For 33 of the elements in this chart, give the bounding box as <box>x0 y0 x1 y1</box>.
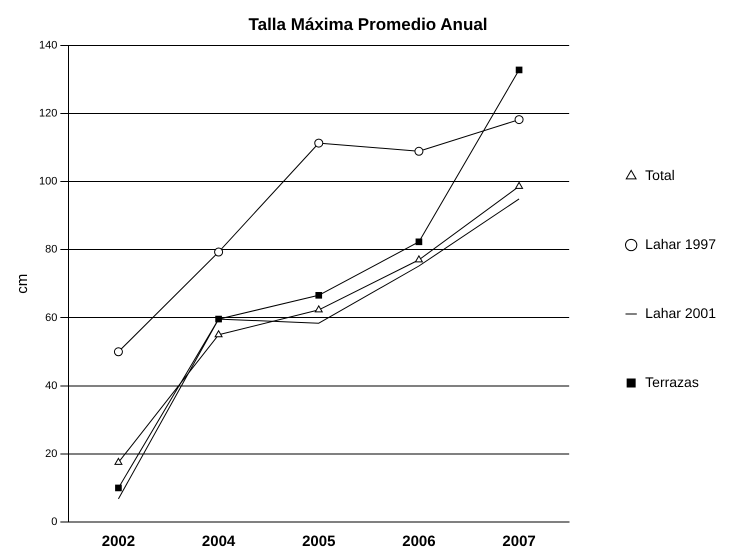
point <box>516 66 522 74</box>
point <box>514 115 524 124</box>
y-tick-label: 120 <box>38 108 58 120</box>
point <box>214 248 224 257</box>
point <box>114 347 123 356</box>
x-tick-label: 2005 <box>302 533 336 550</box>
y-axis-title: cm <box>14 274 32 294</box>
point <box>214 330 223 338</box>
point <box>114 458 122 465</box>
legend-label: Lahar 2001 <box>645 304 716 321</box>
y-tick-label: 140 <box>38 39 58 52</box>
x-tick-label: 2004 <box>202 533 236 550</box>
y-tick-label: 0 <box>51 516 58 528</box>
legend-label: Terrazas <box>645 374 699 390</box>
y-tick-label: 60 <box>45 312 58 324</box>
y-tick-label: 80 <box>45 244 58 256</box>
legend-label: Total <box>645 166 675 183</box>
x-tick-label: 2002 <box>102 533 136 550</box>
point <box>314 138 324 148</box>
point <box>414 255 423 262</box>
point <box>115 484 122 492</box>
y-tick-label: 40 <box>45 380 58 392</box>
y-tick-label: 100 <box>38 176 58 188</box>
chart-title: Talla Máxima Promedio Anual <box>248 14 488 34</box>
x-tick-label: 2007 <box>502 533 536 550</box>
point <box>414 146 424 156</box>
point <box>315 292 322 299</box>
x-tick-label: 2006 <box>402 533 436 550</box>
legend-label: Lahar 1997 <box>645 236 716 252</box>
point <box>515 182 524 189</box>
point <box>314 305 323 312</box>
y-tick-label: 20 <box>45 448 58 460</box>
point <box>416 238 422 246</box>
